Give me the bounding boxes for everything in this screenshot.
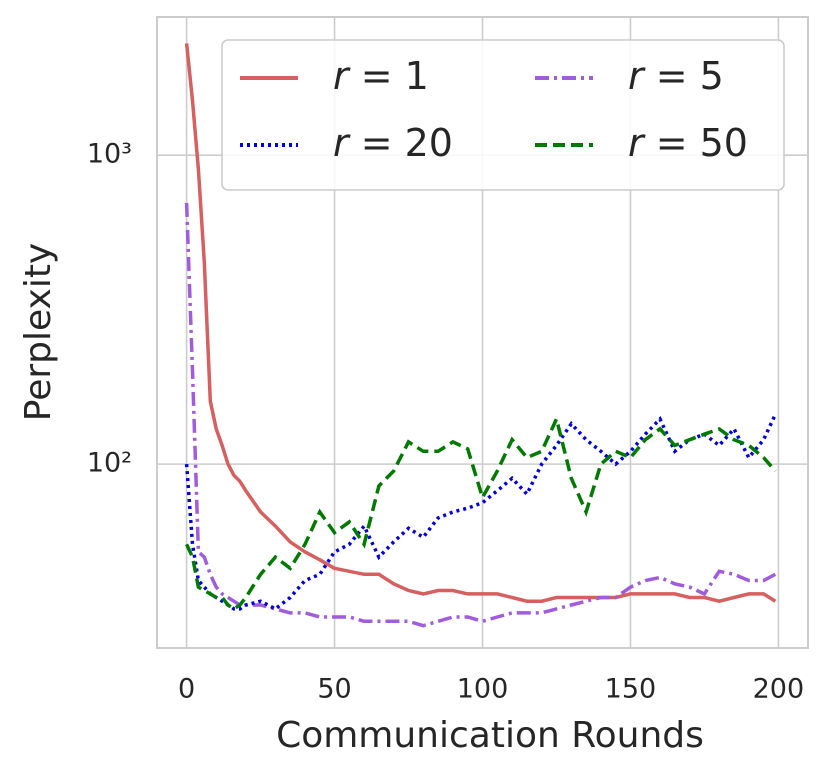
x-axis-label: Communication Rounds — [276, 715, 704, 756]
legend-label: r = 5 — [628, 54, 724, 98]
y-tick-label: 10² — [87, 448, 132, 479]
series-line — [184, 413, 777, 611]
x-tick-label: 100 — [457, 674, 509, 705]
y-tick-label: 10³ — [87, 139, 132, 170]
x-tick-label: 0 — [178, 674, 195, 705]
legend-label: r = 1 — [333, 54, 429, 98]
legend-box — [221, 39, 785, 191]
y-axis-label: Perplexity — [18, 243, 59, 421]
x-tick-label: 200 — [753, 674, 805, 705]
x-tick-label: 50 — [317, 674, 351, 705]
legend-label: r = 20 — [333, 121, 453, 165]
series-line — [185, 413, 777, 611]
plot-border — [156, 16, 809, 649]
x-tick-label: 150 — [605, 674, 657, 705]
series-line — [184, 202, 777, 628]
legend-label: r = 50 — [628, 121, 748, 165]
series-line — [184, 43, 777, 604]
